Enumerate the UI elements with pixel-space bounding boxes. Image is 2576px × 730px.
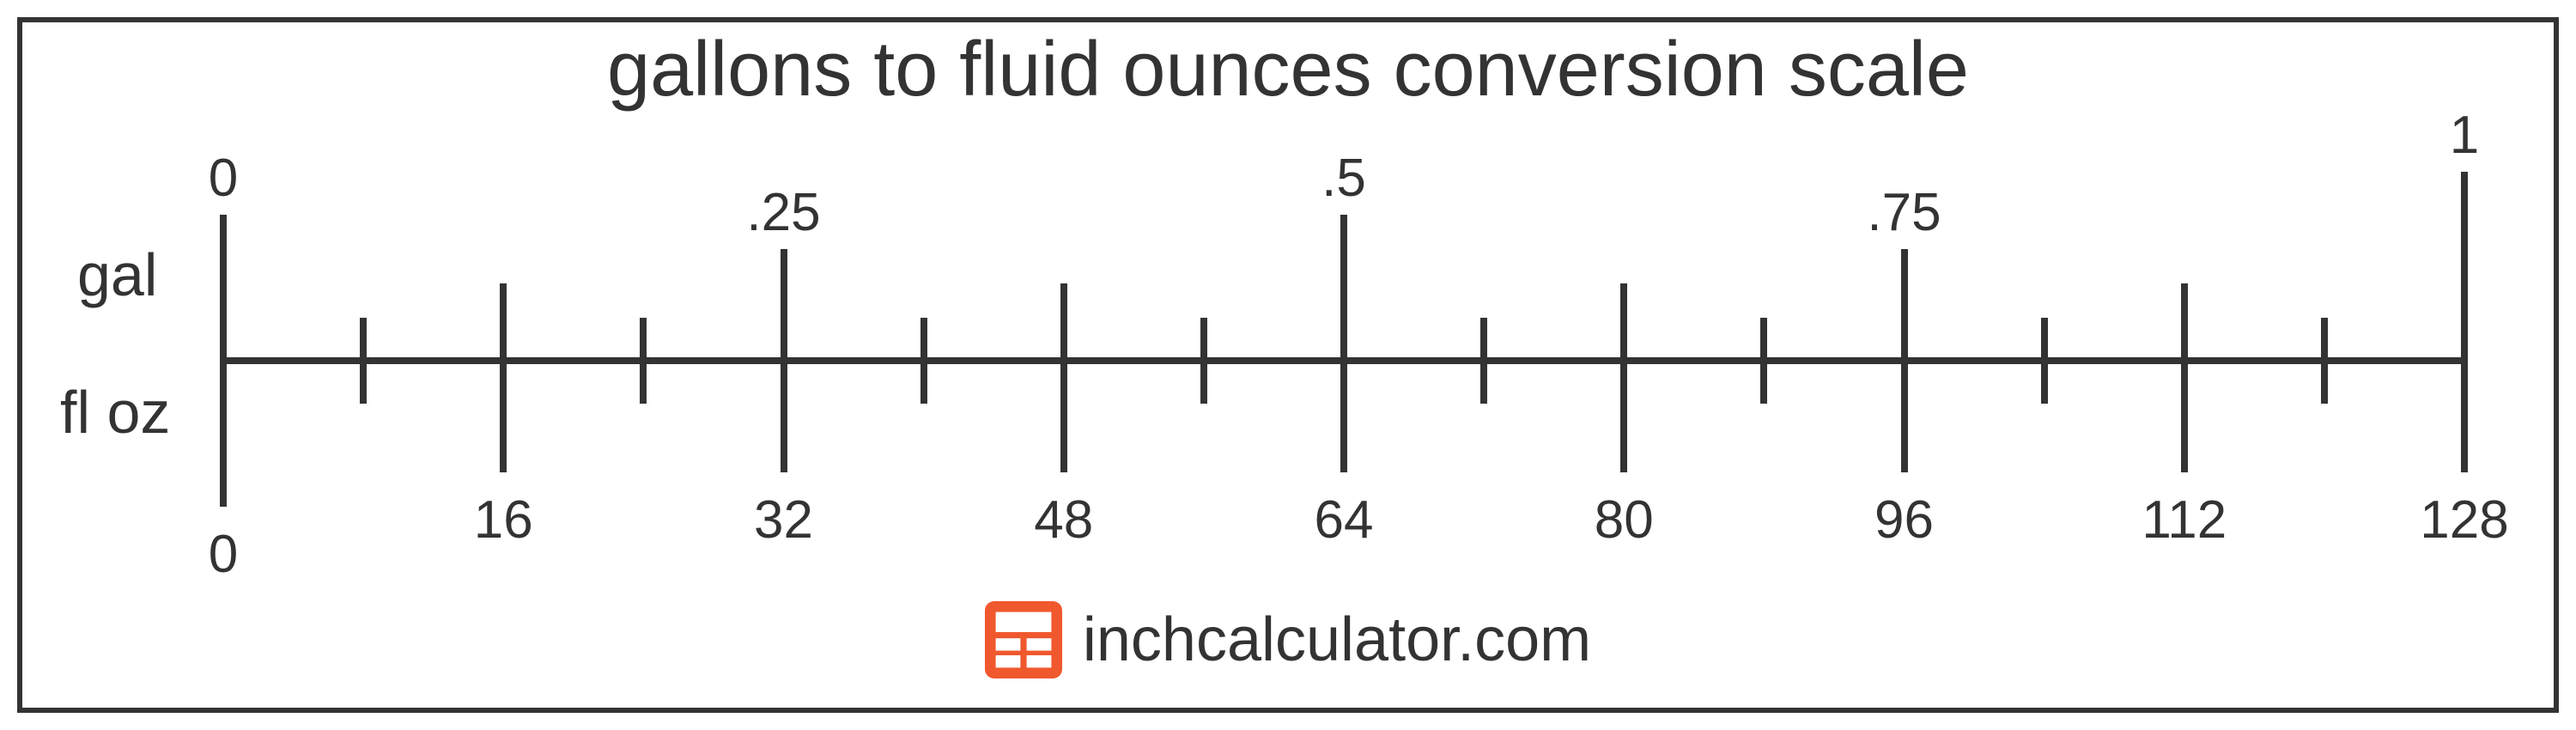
calculator-icon (985, 601, 1062, 678)
tick-bottom (640, 361, 647, 404)
tick-label-bottom: 64 (1315, 490, 1374, 551)
tick-label-top: 1 (2450, 105, 2479, 166)
tick-label-bottom: 32 (754, 490, 813, 551)
tick-label-bottom: 80 (1595, 490, 1654, 551)
tick-top (360, 318, 367, 361)
tick-top (220, 215, 227, 361)
tick-top (1620, 283, 1627, 361)
tick-label-top: .5 (1321, 148, 1366, 209)
tick-top (1760, 318, 1767, 361)
tick-bottom (1620, 361, 1627, 472)
tick-top (2181, 283, 2188, 361)
tick-label-bottom: 0 (209, 524, 238, 585)
tick-top (2461, 172, 2468, 361)
tick-top (1480, 318, 1487, 361)
tick-label-bottom: 96 (1874, 490, 1934, 551)
tick-bottom (1060, 361, 1067, 472)
tick-top (1060, 283, 1067, 361)
tick-bottom (1480, 361, 1487, 404)
footer-text: inchcalculator.com (1083, 605, 1591, 675)
tick-bottom (1901, 361, 1908, 472)
tick-label-bottom: 16 (474, 490, 533, 551)
tick-label-bottom: 48 (1034, 490, 1093, 551)
tick-top (1340, 215, 1347, 361)
tick-bottom (1760, 361, 1767, 404)
tick-top (920, 318, 927, 361)
tick-top (500, 283, 507, 361)
footer: inchcalculator.com (0, 601, 2576, 683)
tick-top (2321, 318, 2328, 361)
tick-label-top: 0 (209, 148, 238, 209)
tick-top (1200, 318, 1207, 361)
tick-bottom (1200, 361, 1207, 404)
tick-bottom (1340, 361, 1347, 472)
tick-bottom (781, 361, 787, 472)
tick-bottom (360, 361, 367, 404)
tick-top (781, 249, 787, 361)
tick-label-bottom: 112 (2142, 490, 2227, 551)
tick-label-top: .25 (746, 182, 820, 243)
tick-bottom (2041, 361, 2048, 404)
tick-top (640, 318, 647, 361)
tick-bottom (920, 361, 927, 404)
tick-bottom (500, 361, 507, 472)
tick-bottom (2461, 361, 2468, 472)
tick-label-bottom: 128 (2420, 490, 2508, 551)
tick-top (1901, 249, 1908, 361)
tick-bottom (2321, 361, 2328, 404)
tick-bottom (2181, 361, 2188, 472)
tick-bottom (220, 361, 227, 507)
tick-top (2041, 318, 2048, 361)
tick-label-top: .75 (1867, 182, 1941, 243)
